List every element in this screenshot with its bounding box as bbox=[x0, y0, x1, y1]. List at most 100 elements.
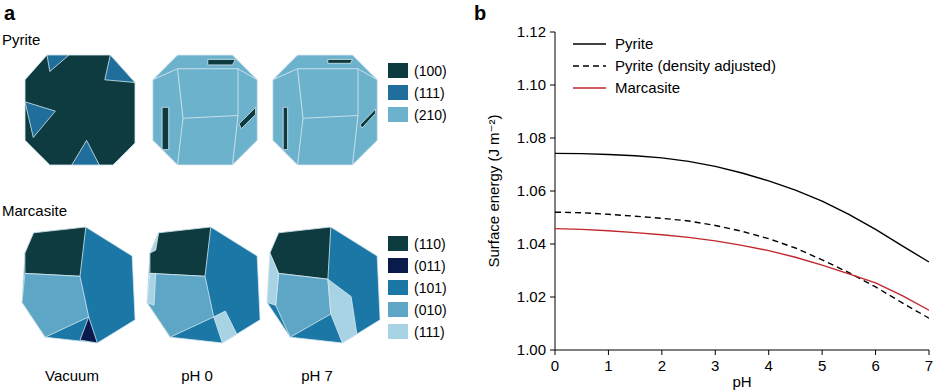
y-tick bbox=[550, 191, 555, 192]
y-tick-label: 1.06 bbox=[517, 182, 546, 199]
crystal-shape bbox=[267, 227, 380, 343]
condition-label: pH 7 bbox=[301, 367, 333, 384]
facet-swatch bbox=[388, 107, 408, 122]
crystal-facet bbox=[273, 55, 378, 165]
crystal-facet bbox=[208, 59, 236, 65]
x-tick bbox=[929, 350, 930, 355]
crystal-edge bbox=[178, 69, 184, 119]
panel-label: b bbox=[474, 2, 486, 24]
crystal-facet bbox=[360, 109, 375, 128]
crystal-facet bbox=[72, 140, 100, 165]
legend-label: Marcasite bbox=[615, 79, 680, 96]
crystal-shape bbox=[273, 55, 378, 165]
crystal-facet bbox=[25, 227, 86, 276]
crystal-facet bbox=[147, 227, 260, 343]
crystal-edge bbox=[238, 69, 257, 80]
crystal-facet bbox=[80, 317, 97, 343]
crystal-facet bbox=[25, 55, 135, 165]
facet-label: (100) bbox=[414, 63, 447, 79]
legend-swatch bbox=[573, 65, 606, 66]
crystal-facet bbox=[22, 227, 135, 343]
crystal-shape bbox=[25, 55, 135, 165]
x-tick bbox=[822, 350, 823, 355]
facet-label: (101) bbox=[414, 280, 447, 296]
legend-label: Pyrite bbox=[615, 35, 653, 52]
crystal-edge bbox=[358, 69, 377, 80]
x-tick-label: 4 bbox=[765, 357, 773, 374]
y-tick bbox=[550, 138, 555, 139]
facet-label: (110) bbox=[414, 236, 446, 252]
condition-label: pH 0 bbox=[181, 367, 213, 384]
legend-label: Pyrite (density adjusted) bbox=[615, 57, 776, 74]
x-axis-label: pH bbox=[732, 373, 751, 390]
crystal-facet bbox=[214, 311, 237, 343]
x-tick-label: 2 bbox=[658, 357, 666, 374]
crystal-edge bbox=[273, 69, 298, 80]
y-tick bbox=[550, 32, 555, 33]
x-axis-line bbox=[555, 350, 929, 351]
facet-label: (111) bbox=[414, 85, 445, 101]
crystal-edge bbox=[298, 68, 359, 69]
crystal-facet bbox=[283, 107, 287, 149]
crystal-shape bbox=[22, 227, 135, 343]
crystal-edge bbox=[153, 69, 178, 80]
y-tick-label: 1.02 bbox=[517, 288, 546, 305]
crystal-shape bbox=[153, 55, 258, 165]
y-tick bbox=[550, 297, 555, 298]
row-label: Marcasite bbox=[2, 202, 67, 219]
series-line bbox=[555, 229, 929, 311]
x-tick-label: 3 bbox=[711, 357, 719, 374]
crystal-facet bbox=[147, 273, 156, 305]
crystal-edge bbox=[178, 118, 184, 165]
y-tick bbox=[550, 85, 555, 86]
y-tick-label: 1.10 bbox=[517, 76, 546, 93]
x-tick bbox=[875, 350, 876, 355]
facet-swatch bbox=[388, 324, 408, 339]
crystal-facet bbox=[267, 253, 279, 305]
crystal-facet bbox=[276, 273, 331, 337]
crystal-facet bbox=[47, 55, 69, 72]
crystal-edge bbox=[233, 116, 239, 166]
y-tick bbox=[550, 350, 555, 351]
facet-swatch bbox=[388, 63, 408, 78]
x-tick bbox=[555, 350, 556, 355]
figure: aPyrite(100)(111)(210)Marcasite(110)(011… bbox=[0, 0, 946, 392]
facet-swatch bbox=[388, 85, 408, 100]
y-tick bbox=[550, 244, 555, 245]
crystal-facet bbox=[147, 273, 214, 337]
legend: Pyrite Pyrite (density adjusted) Marcasite bbox=[573, 35, 776, 96]
plot-area bbox=[555, 153, 929, 318]
series-line bbox=[555, 212, 929, 318]
facet-label: (011) bbox=[414, 258, 446, 274]
y-tick-label: 1.12 bbox=[517, 23, 546, 40]
facet-label: (210) bbox=[414, 107, 447, 123]
facet-swatch bbox=[388, 280, 408, 295]
crystal-facet bbox=[162, 107, 169, 149]
y-tick-label: 1.04 bbox=[517, 235, 546, 252]
crystal-facet bbox=[328, 279, 357, 343]
facet-swatch bbox=[388, 258, 408, 273]
crystal-facet bbox=[25, 102, 55, 138]
crystal-edge bbox=[358, 69, 359, 116]
x-tick bbox=[715, 350, 716, 355]
crystal-facet bbox=[105, 55, 135, 83]
x-tick-label: 6 bbox=[871, 357, 879, 374]
x-tick-label: 5 bbox=[818, 357, 826, 374]
x-tick bbox=[768, 350, 769, 355]
y-axis-label: Surface energy (J m⁻²) bbox=[485, 115, 502, 268]
crystal-edge bbox=[178, 68, 239, 69]
crystal-edge bbox=[238, 69, 239, 116]
crystal-edge bbox=[353, 116, 359, 166]
condition-label: Vacuum bbox=[45, 367, 99, 384]
x-tick-label: 7 bbox=[925, 357, 933, 374]
legend-swatch bbox=[573, 43, 606, 44]
x-tick bbox=[661, 350, 662, 355]
crystal-facet bbox=[239, 107, 256, 128]
x-tick bbox=[608, 350, 609, 355]
x-tick-label: 0 bbox=[551, 357, 559, 374]
axes: 012345671.001.021.041.061.081.101.12 bbox=[517, 23, 933, 374]
facet-label: (111) bbox=[414, 324, 445, 340]
crystal-facet bbox=[22, 273, 89, 337]
crystal-edge bbox=[303, 116, 358, 119]
facet-swatch bbox=[388, 236, 408, 251]
